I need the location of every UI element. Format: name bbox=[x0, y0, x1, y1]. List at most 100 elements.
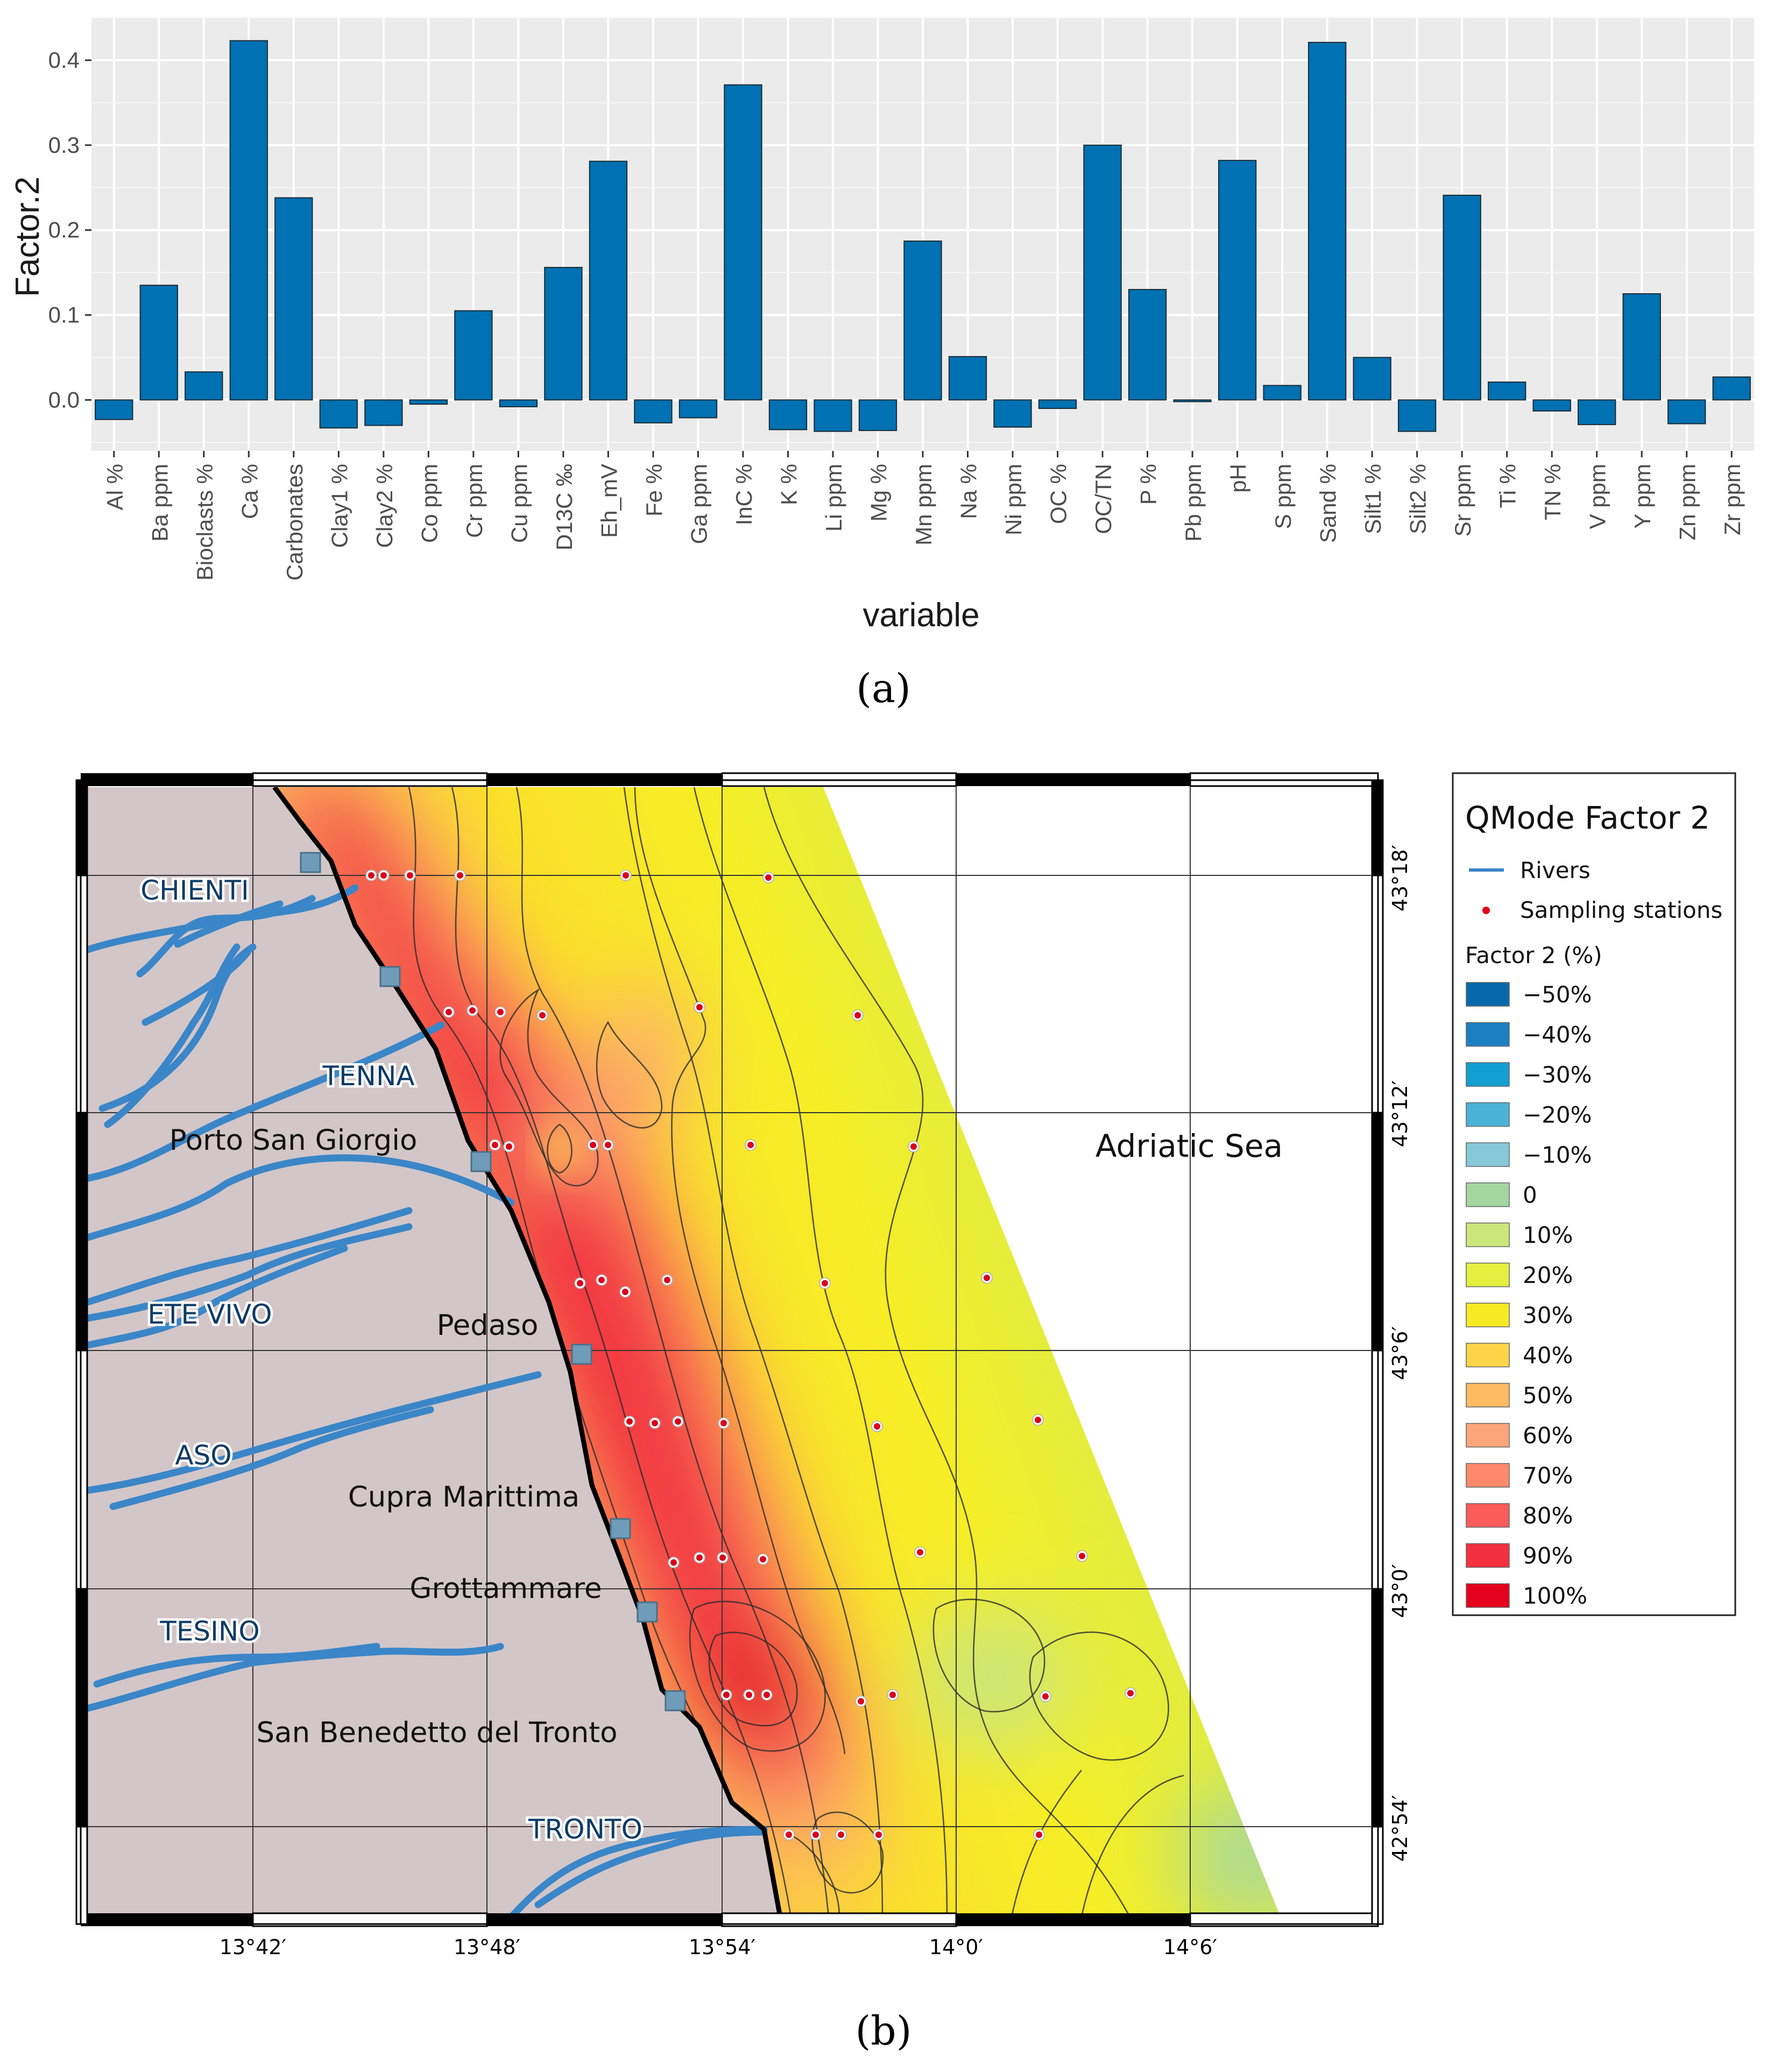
sampling-station bbox=[539, 1012, 546, 1019]
map-border bbox=[80, 779, 1379, 1925]
sampling-station bbox=[407, 872, 413, 879]
sampling-station bbox=[623, 872, 629, 879]
sampling-station bbox=[720, 1420, 727, 1426]
x-tick-label: D13C ‰ bbox=[552, 464, 577, 550]
x-tick-label: Clay2 % bbox=[372, 464, 397, 548]
sampling-station bbox=[858, 1698, 864, 1705]
x-tick-label: Sr ppm bbox=[1450, 464, 1475, 536]
longitude-labels: 13°42′ 13°48′ 13°54′ 14°0′ 14°6′ bbox=[220, 1935, 1217, 1959]
sampling-station bbox=[838, 1831, 844, 1838]
sampling-station bbox=[812, 1831, 819, 1838]
lon-label: 14°0′ bbox=[929, 1935, 983, 1959]
sampling-station bbox=[622, 1289, 628, 1295]
x-tick-label: Ca % bbox=[237, 464, 262, 519]
frame-segment bbox=[75, 874, 88, 1114]
bar bbox=[634, 399, 673, 423]
lat-label: 43°12′ bbox=[1388, 1080, 1412, 1147]
sampling-station bbox=[670, 1559, 677, 1566]
legend-class-label: 30% bbox=[1523, 1302, 1573, 1328]
legend-class-label: 90% bbox=[1523, 1543, 1573, 1569]
legend-class-label: 50% bbox=[1523, 1382, 1573, 1409]
legend-class-label: 40% bbox=[1523, 1342, 1573, 1369]
bar bbox=[139, 285, 178, 401]
sampling-stations bbox=[365, 869, 1136, 1841]
coastline bbox=[272, 787, 783, 1917]
legend-class-swatch bbox=[1466, 1423, 1510, 1448]
map-graticule bbox=[88, 787, 1371, 1917]
bar bbox=[858, 399, 897, 432]
town-pedaso: Pedaso bbox=[437, 1309, 539, 1342]
town-cupra-marittima: Cupra Marittima bbox=[348, 1481, 579, 1514]
x-tick-label: Co ppm bbox=[416, 464, 442, 543]
y-tick-label: 0.1 bbox=[48, 302, 80, 327]
sampling-station bbox=[605, 1142, 611, 1148]
lat-label: 43°18′ bbox=[1388, 845, 1412, 911]
map-panel: Adriatic Sea Porto San Giorgio Pedaso Cu… bbox=[75, 772, 1736, 2054]
town-grottammare: Grottammare bbox=[409, 1572, 602, 1605]
legend-class-label: −40% bbox=[1523, 1022, 1592, 1048]
sampling-station bbox=[854, 1012, 861, 1019]
town-porto-san-giorgio: Porto San Giorgio bbox=[169, 1124, 418, 1157]
sampling-station bbox=[874, 1423, 880, 1430]
legend-rivers-label: Rivers bbox=[1520, 857, 1591, 883]
bar bbox=[678, 399, 718, 419]
latitude-labels: 43°18′ 43°12′ 43°6′ 43°0′ 42°54′ bbox=[1388, 845, 1412, 1862]
sampling-station bbox=[1036, 1831, 1042, 1838]
frame-segment bbox=[75, 1349, 88, 1590]
sampling-station bbox=[760, 1556, 766, 1562]
bar bbox=[903, 241, 942, 401]
frame-segment bbox=[75, 1826, 88, 1925]
sampling-station bbox=[492, 1142, 498, 1148]
sampling-station bbox=[889, 1692, 896, 1698]
bar bbox=[1128, 289, 1167, 401]
x-tick-label: Ti % bbox=[1495, 464, 1521, 508]
bar bbox=[499, 399, 538, 407]
legend-class-label: −20% bbox=[1523, 1102, 1592, 1128]
sampling-station bbox=[786, 1831, 792, 1838]
sampling-station bbox=[598, 1277, 605, 1283]
bar bbox=[1218, 160, 1257, 401]
sampling-station bbox=[577, 1280, 583, 1286]
x-tick-label: Carbonates bbox=[282, 464, 307, 581]
sampling-station bbox=[696, 1004, 703, 1010]
x-tick-label: Silt1 % bbox=[1360, 464, 1386, 534]
sampling-station bbox=[910, 1143, 917, 1150]
x-tick-label: Ni ppm bbox=[1001, 464, 1026, 535]
river-label-tesino: TESINO bbox=[159, 1616, 259, 1647]
sampling-station bbox=[457, 872, 463, 879]
sampling-station bbox=[1042, 1693, 1049, 1700]
legend-class-swatch bbox=[1466, 982, 1510, 1007]
sampling-station bbox=[822, 1280, 828, 1286]
bar-chart-panel: 0.0 0.1 0.2 0.3 0.4 Al % Ba ppm Bioclasts % Ca … bbox=[9, 17, 1754, 712]
rivers bbox=[88, 884, 768, 1917]
frame-segment bbox=[75, 1588, 88, 1828]
x-axis-title: variable bbox=[863, 597, 979, 634]
panel-label-a: (a) bbox=[856, 666, 911, 712]
y-tick-labels: 0.0 0.1 0.2 0.3 0.4 bbox=[48, 47, 91, 412]
sampling-station bbox=[984, 1275, 990, 1281]
x-tick-label: Na % bbox=[956, 464, 981, 519]
legend-class-swatch bbox=[1466, 1182, 1510, 1207]
lon-label: 13°48′ bbox=[454, 1935, 520, 1959]
bar bbox=[544, 267, 583, 401]
bar bbox=[1532, 399, 1571, 412]
bar bbox=[229, 40, 268, 401]
sampling-station bbox=[723, 1692, 730, 1698]
y-axis-title: Factor.2 bbox=[9, 176, 46, 297]
sampling-station bbox=[746, 1692, 752, 1698]
lat-label: 43°0′ bbox=[1388, 1564, 1412, 1618]
y-tick-label: 0.4 bbox=[48, 47, 80, 73]
x-tick-label: Clay1 % bbox=[327, 464, 352, 548]
frame-segment bbox=[75, 1112, 88, 1352]
legend-class-swatch bbox=[1466, 1303, 1510, 1327]
sampling-station bbox=[747, 1142, 754, 1148]
bar bbox=[948, 356, 987, 401]
bar bbox=[1397, 399, 1437, 432]
legend-class-label: 60% bbox=[1523, 1423, 1573, 1449]
bar bbox=[274, 197, 313, 401]
river-label-aso: ASO bbox=[175, 1440, 231, 1471]
x-tick-label: Y ppm bbox=[1630, 464, 1655, 529]
x-tick-label: Ba ppm bbox=[147, 464, 172, 542]
sampling-station bbox=[696, 1554, 703, 1561]
lon-label: 14°6′ bbox=[1163, 1935, 1217, 1959]
